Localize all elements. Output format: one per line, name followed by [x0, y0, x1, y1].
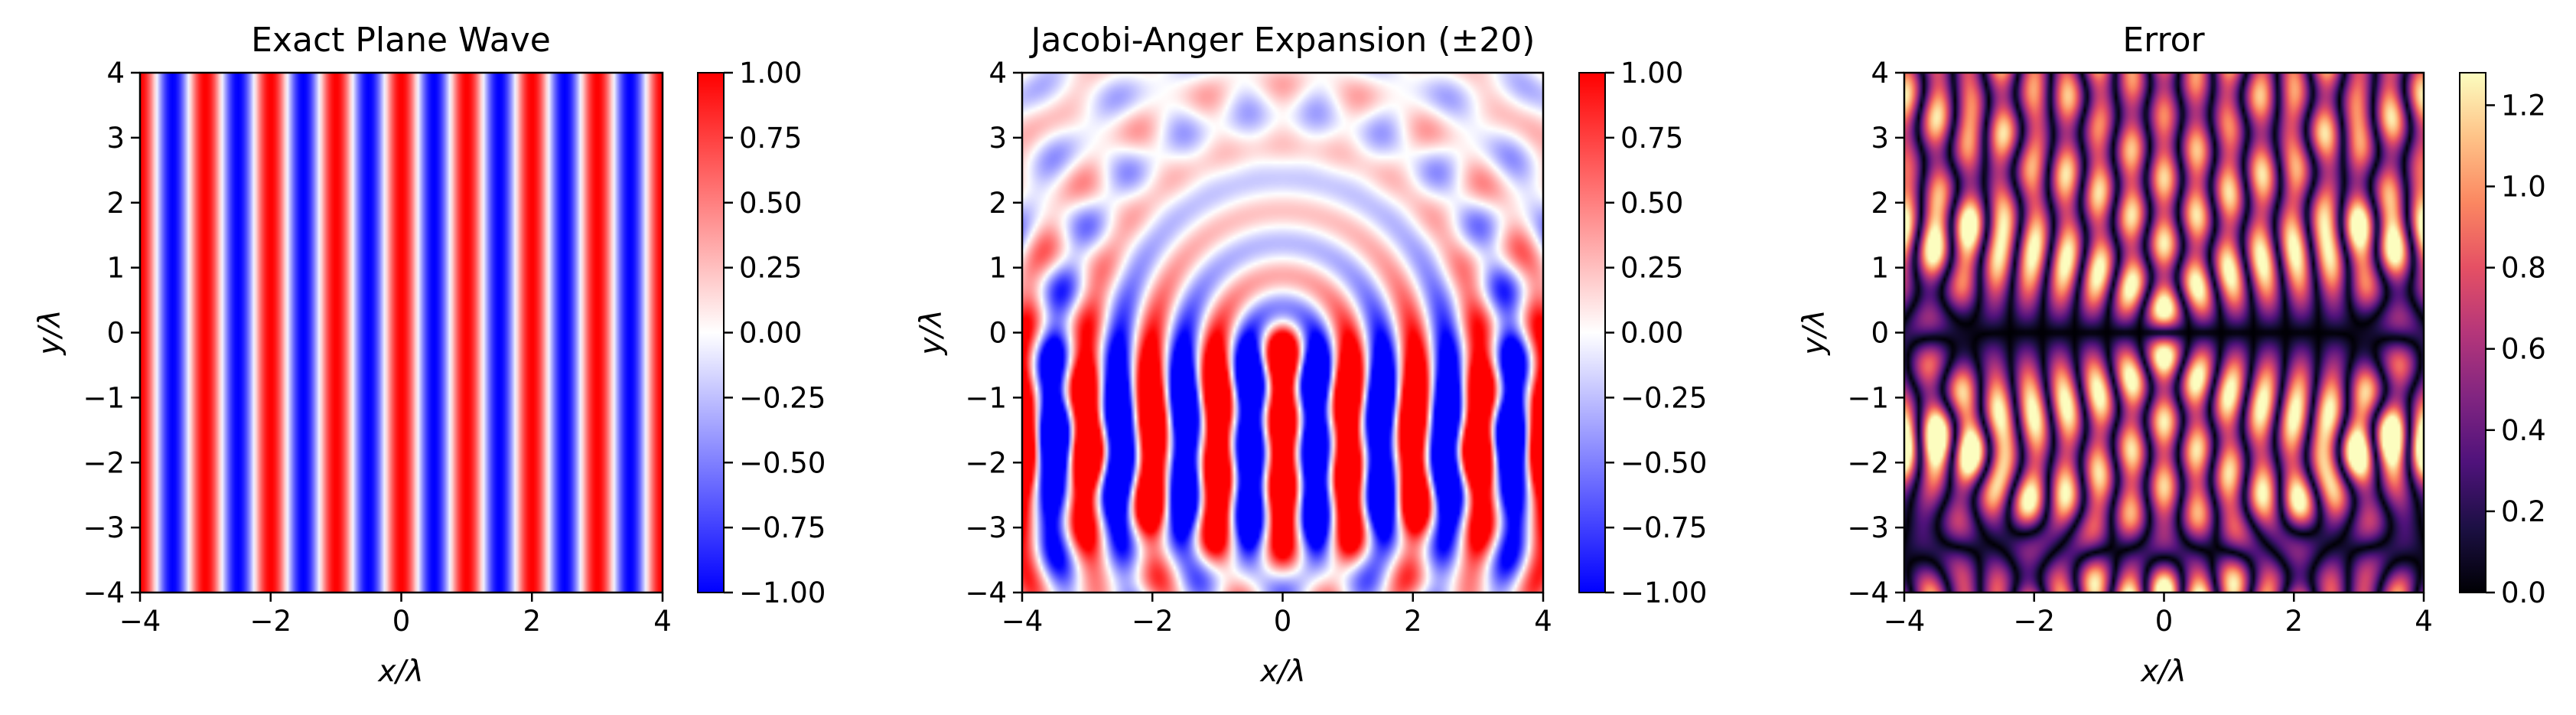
x-axis-ticks: −4 −2 0 2 4 [119, 593, 672, 638]
y-tick-label: −3 [83, 511, 125, 544]
y-axis-ticks: −4 −3 −2 −1 0 1 2 3 4 [1847, 57, 1904, 609]
y-tick-label: 3 [1871, 122, 1889, 155]
x-tick-label: 2 [1404, 605, 1422, 638]
x-axis-label: x/λ [2139, 655, 2186, 689]
colorbar-tick-label: 1.0 [2501, 171, 2546, 204]
x-tick-label: 0 [2155, 605, 2174, 638]
colorbar [697, 72, 725, 593]
x-axis-ticks: −4 −2 0 2 4 [1001, 593, 1552, 638]
y-tick-label: 0 [988, 317, 1007, 350]
heatmap-image [1022, 73, 1543, 593]
y-axis-label: y/λ [1797, 309, 1832, 355]
y-tick-label: −4 [83, 576, 125, 609]
colorbar-tick-label: 0.0 [2501, 576, 2546, 609]
colorbar-tick-label: 0.2 [2501, 495, 2546, 528]
y-tick-label: 1 [988, 252, 1007, 285]
x-tick-label: 0 [392, 605, 411, 638]
colorbar-tick-label: 0.25 [1620, 252, 1683, 285]
colorbar-tick-label: 0.50 [1620, 187, 1683, 220]
colorbar-tick-label: 0.25 [739, 252, 802, 285]
y-tick-label: −1 [1847, 381, 1889, 414]
colorbar-tick-label: −0.75 [1620, 511, 1707, 544]
colorbar-tick-label: 1.2 [2501, 89, 2546, 122]
colorbar-tick-label: −0.25 [739, 381, 826, 414]
colorbar-tick-label: 0.75 [739, 122, 802, 155]
colorbar-tick-label: 0.00 [739, 317, 802, 350]
x-tick-label: −2 [2013, 605, 2055, 638]
x-axis-label: x/λ [376, 655, 423, 689]
y-tick-label: 3 [988, 122, 1007, 155]
y-axis-ticks: −4 −3 −2 −1 0 1 2 3 4 [83, 57, 140, 609]
y-tick-label: −1 [83, 381, 125, 414]
colorbar-tick-label: −0.50 [1620, 446, 1707, 479]
x-tick-label: −4 [119, 605, 161, 638]
y-tick-label: −4 [1847, 576, 1889, 609]
colorbar-tick-label: 0.75 [1620, 122, 1683, 155]
y-tick-label: 3 [106, 122, 125, 155]
colorbar-tick-label: −0.75 [739, 511, 826, 544]
colorbar-tick-label: −1.00 [739, 576, 826, 609]
colorbar [1578, 72, 1606, 593]
y-tick-label: −1 [965, 381, 1007, 414]
colorbar-tick-label: −0.25 [1620, 381, 1707, 414]
y-tick-label: 2 [106, 187, 125, 220]
colorbar-ticks: −1.00 −0.75 −0.50 −0.25 0.00 0.25 0.50 0.75 1.00 [724, 57, 826, 609]
x-tick-label: 4 [1534, 605, 1552, 638]
x-tick-label: −2 [249, 605, 291, 638]
colorbar [2459, 72, 2486, 593]
y-tick-label: −2 [83, 446, 125, 479]
y-tick-label: 0 [1871, 317, 1889, 350]
y-tick-label: 0 [106, 317, 125, 350]
panel-jacobi-anger: Jacobi-Anger Expansion (±20) −4 −2 0 2 4 −4−… [914, 21, 1707, 689]
y-tick-label: 4 [988, 57, 1007, 90]
panel-title: Jacobi-Anger Expansion (±20) [1029, 21, 1536, 60]
y-tick-label: 4 [1871, 57, 1889, 90]
panel-exact-plane-wave: Exact Plane Wave −4 −2 0 2 4 −4 −3 −2 −1 0 1 2 3 4 x… [33, 21, 826, 689]
colorbar-tick-label: 0.4 [2501, 414, 2546, 447]
y-tick-label: 1 [1871, 252, 1889, 285]
y-tick-label: −3 [1847, 511, 1889, 544]
colorbar-tick-label: −1.00 [1620, 576, 1707, 609]
colorbar-tick-label: 1.00 [739, 57, 802, 90]
panel-title: Error [2122, 21, 2205, 60]
colorbar-ticks: 0.0 0.2 0.4 0.6 0.8 1.0 1.2 [2486, 89, 2546, 609]
colorbar-tick-label: 0.8 [2501, 252, 2546, 285]
colorbar-tick-label: 1.00 [1620, 57, 1683, 90]
colorbar-tick-label: −0.50 [739, 446, 826, 479]
y-tick-label: −2 [965, 446, 1007, 479]
x-tick-label: 4 [653, 605, 672, 638]
y-tick-label: 4 [106, 57, 125, 90]
x-tick-label: −4 [1884, 605, 1926, 638]
y-axis-label: y/λ [914, 309, 949, 355]
y-tick-label: 2 [988, 187, 1007, 220]
panel-title: Exact Plane Wave [251, 21, 551, 60]
x-tick-label: −4 [1001, 605, 1044, 638]
x-tick-label: 2 [523, 605, 541, 638]
y-tick-label: −3 [965, 511, 1007, 544]
x-axis-label: x/λ [1259, 655, 1305, 689]
x-tick-label: 4 [2415, 605, 2433, 638]
y-tick-label: 2 [1871, 187, 1889, 220]
x-tick-label: −2 [1132, 605, 1174, 638]
heatmap-image [1904, 73, 2424, 593]
y-tick-label: −4 [965, 576, 1007, 609]
y-axis-label: y/λ [33, 309, 67, 355]
colorbar-ticks: −1.00 −0.75 −0.50 −0.25 0.00 0.25 0.50 0.75 1.00 [1605, 57, 1707, 609]
heatmap-image [140, 73, 663, 593]
colorbar-tick-label: 0.00 [1620, 317, 1683, 350]
colorbar-tick-label: 0.50 [739, 187, 802, 220]
y-axis-ticks: −4 −3 −2 −1 0 1 2 3 4 [965, 57, 1022, 609]
x-tick-label: 2 [2285, 605, 2303, 638]
colorbar-tick-label: 0.6 [2501, 333, 2546, 366]
y-tick-label: −2 [1847, 446, 1889, 479]
x-axis-ticks: −4 −2 0 2 4 [1884, 593, 2433, 638]
y-tick-label: 1 [106, 252, 125, 285]
x-tick-label: 0 [1274, 605, 1292, 638]
